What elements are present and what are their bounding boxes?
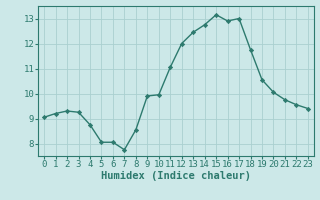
X-axis label: Humidex (Indice chaleur): Humidex (Indice chaleur) bbox=[101, 171, 251, 181]
